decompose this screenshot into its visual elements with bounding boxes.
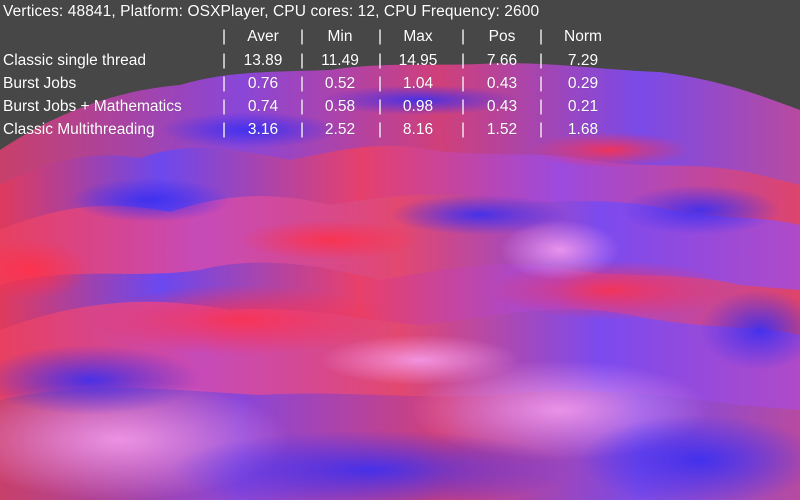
header-min: Min — [327, 28, 353, 45]
column-separator: | — [460, 121, 466, 138]
column-separator: | — [299, 52, 305, 69]
column-separator: | — [377, 75, 383, 92]
value-max: 1.04 — [402, 75, 434, 92]
column-separator: | — [460, 98, 466, 115]
performance-overlay: Vertices: 48841, Platform: OSXPlayer, CP… — [0, 0, 800, 150]
column-separator: | — [377, 52, 383, 69]
column-separator: | — [221, 98, 227, 115]
column-separator: | — [460, 75, 466, 92]
header-max: Max — [403, 28, 433, 45]
value-max: 0.98 — [402, 98, 434, 115]
column-separator: | — [460, 52, 466, 69]
column-separator: | — [377, 98, 383, 115]
value-min: 2.52 — [324, 121, 356, 138]
column-separator: | — [299, 75, 305, 92]
column-separator: | — [377, 28, 383, 45]
value-aver: 0.76 — [247, 75, 279, 92]
column-separator: | — [538, 121, 544, 138]
column-separator: | — [221, 121, 227, 138]
column-separator: | — [299, 98, 305, 115]
column-separator: | — [538, 52, 544, 69]
column-separator: | — [299, 121, 305, 138]
column-separator: | — [538, 75, 544, 92]
row-label: Classic single thread — [3, 52, 147, 69]
column-separator: | — [538, 98, 544, 115]
value-norm: 1.68 — [567, 121, 599, 138]
value-norm: 0.21 — [567, 98, 599, 115]
header-aver: Aver — [247, 28, 279, 45]
row-label: Burst Jobs — [3, 75, 77, 92]
column-separator: | — [538, 28, 544, 45]
column-separator: | — [221, 75, 227, 92]
column-separator: | — [377, 121, 383, 138]
header-pos: Pos — [488, 28, 516, 45]
value-pos: 0.43 — [486, 98, 518, 115]
value-max: 14.95 — [398, 52, 438, 69]
value-pos: 0.43 — [486, 75, 518, 92]
value-min: 0.58 — [324, 98, 356, 115]
row-label: Burst Jobs + Mathematics — [3, 98, 182, 115]
value-norm: 0.29 — [567, 75, 599, 92]
value-min: 11.49 — [321, 52, 359, 69]
value-pos: 1.52 — [486, 121, 518, 138]
row-label: Classic Multithreading — [3, 121, 155, 138]
value-aver: 0.74 — [247, 98, 279, 115]
column-separator: | — [460, 28, 466, 45]
value-norm: 7.29 — [567, 52, 599, 69]
value-aver: 13.89 — [243, 52, 283, 69]
header-norm: Norm — [564, 28, 602, 45]
system-info-text: Vertices: 48841, Platform: OSXPlayer, CP… — [3, 3, 540, 20]
value-pos: 7.66 — [486, 52, 518, 69]
column-separator: | — [299, 28, 305, 45]
value-max: 8.16 — [402, 121, 434, 138]
value-aver: 3.16 — [247, 121, 279, 138]
column-separator: | — [221, 28, 227, 45]
value-min: 0.52 — [324, 75, 356, 92]
column-separator: | — [221, 52, 227, 69]
